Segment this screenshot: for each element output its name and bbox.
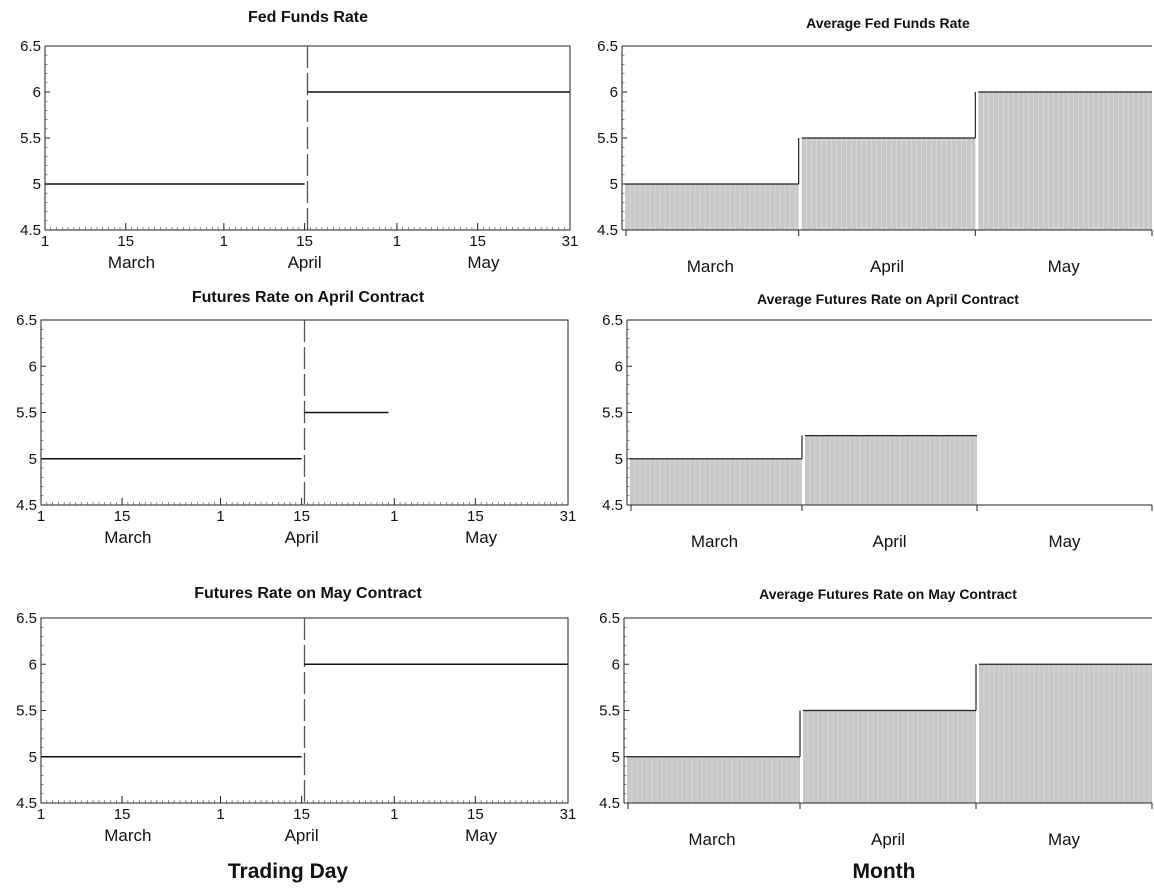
y-tick-label: 5 [612,749,620,766]
chart-avg-futures-may: Average Futures Rate on May Contract 4.5 5… [599,586,1153,849]
y-tick-label: 5 [29,749,37,766]
x-tick-label: 1 [41,233,49,250]
y-tick-label: 5 [29,451,37,468]
month-label: March [104,528,151,547]
category-label: May [1048,532,1081,551]
month-label: April [285,826,319,845]
x-title-month: Month [853,860,916,883]
y-tick-label: 6.5 [599,610,620,627]
chart-futures-april: Futures Rate on April Contract 4.5 5 5.5 6 6.… [16,289,576,547]
y-tick-label: 5 [615,451,623,468]
category-label: March [688,830,735,849]
month-label: May [465,528,498,547]
y-tick-label: 6.5 [16,610,37,627]
chart-avg-futures-april: Average Futures Rate on April Contract 4.… [602,291,1153,551]
x-tick-label: 1 [216,806,224,823]
x-tick-label: 1 [220,233,228,250]
y-tick-label: 5.5 [16,703,37,720]
y-tick-label: 6 [29,358,37,375]
category-label: April [871,830,905,849]
bar-may [979,664,1152,803]
month-label: May [465,826,498,845]
x-tick-label: 1 [37,508,45,525]
chart-title: Futures Rate on May Contract [194,585,422,602]
x-tick-label: 15 [467,806,484,823]
chart-title: Average Fed Funds Rate [806,15,970,31]
x-tick-label: 31 [562,233,579,250]
y-tick-label: 6.5 [597,38,618,55]
y-tick-label: 4.5 [16,795,37,812]
y-tick-label: 6.5 [20,38,41,55]
category-label: May [1048,830,1081,849]
x-tick-label: 1 [393,233,401,250]
y-tick-label: 5 [33,176,41,193]
category-label: March [691,532,738,551]
y-tick-label: 6 [612,656,620,673]
y-tick-label: 6 [615,358,623,375]
x-tick-label: 15 [469,233,486,250]
y-tick-label: 4.5 [20,222,41,239]
x-tick-label: 15 [114,806,131,823]
month-label: March [108,253,155,272]
y-tick-label: 6 [610,84,618,101]
bar-april [801,138,976,230]
x-tick-label: 31 [560,806,577,823]
chart-title: Average Futures Rate on April Contract [757,291,1019,307]
bar-may [978,92,1152,230]
x-tick-label: 15 [114,508,131,525]
month-label: April [288,253,322,272]
y-tick-label: 5.5 [602,405,623,422]
chart-avg-fed-funds-rate: Average Fed Funds Rate 4.5 5 5.5 6 6.5 March Ap… [597,15,1153,276]
bar-march [630,458,802,505]
x-title-trading-day: Trading Day [228,860,349,883]
y-tick-label: 5 [610,176,618,193]
y-tick-label: 4.5 [16,497,37,514]
x-tick-label: 15 [296,233,313,250]
bar-march [625,184,799,230]
y-tick-label: 5.5 [16,405,37,422]
y-tick-label: 5.5 [599,703,620,720]
x-tick-label: 1 [390,508,398,525]
chart-title: Futures Rate on April Contract [192,289,425,306]
y-tick-label: 6 [33,84,41,101]
chart-title: Average Futures Rate on May Contract [759,586,1017,602]
y-tick-label: 5.5 [20,130,41,147]
chart-title: Fed Funds Rate [248,9,368,26]
x-tick-label: 15 [117,233,134,250]
month-label: March [104,826,151,845]
bar-april [803,710,976,803]
bar-march [627,756,800,803]
month-label: May [467,253,500,272]
x-tick-label: 15 [293,806,310,823]
y-tick-label: 6.5 [16,312,37,329]
y-tick-label: 4.5 [602,497,623,514]
x-tick-label: 15 [293,508,310,525]
category-label: March [687,257,734,276]
x-tick-label: 1 [390,806,398,823]
y-tick-label: 4.5 [597,222,618,239]
chart-futures-may: Futures Rate on May Contract 4.5 5 5.5 6 6.5 1… [16,585,576,845]
x-tick-label: 31 [560,508,577,525]
y-tick-label: 5.5 [597,130,618,147]
x-tick-label: 15 [467,508,484,525]
bar-april [805,435,977,505]
category-label: May [1048,257,1081,276]
chart-fed-funds-rate: Fed Funds Rate 4.5 5 5.5 6 6.5 1 15 1 15 1 15 31 Marc… [20,9,578,272]
month-label: April [285,528,319,547]
category-label: April [870,257,904,276]
x-tick-label: 1 [216,508,224,525]
y-tick-label: 4.5 [599,795,620,812]
y-tick-label: 6.5 [602,312,623,329]
category-label: April [872,532,906,551]
x-tick-label: 1 [37,806,45,823]
y-tick-label: 6 [29,656,37,673]
